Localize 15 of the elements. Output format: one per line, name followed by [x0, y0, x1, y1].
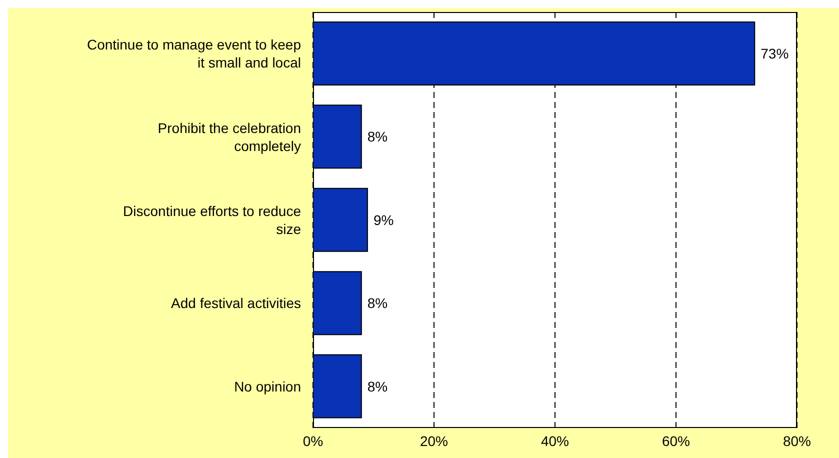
x-tick-label: 40%	[540, 432, 570, 449]
x-tick-label: 80%	[782, 432, 812, 449]
y-tick-label: Add festival activities	[171, 295, 301, 312]
y-tick-label: Discontinue efforts to reduce size	[123, 203, 302, 237]
data-label: 73%	[760, 45, 789, 62]
x-tick-label: 20%	[420, 432, 448, 449]
x-tick-label: 0%	[302, 432, 324, 449]
data-label: 9%	[373, 212, 394, 228]
data-label: 8%	[367, 295, 388, 312]
data-label: 8%	[367, 128, 388, 145]
data-label: 8%	[367, 378, 388, 394]
y-tick-label: Prohibit the celebration completely	[158, 120, 301, 154]
y-tick-label: Continue to manage event to keep it small and local	[86, 36, 302, 71]
y-tick-label: No opinion	[234, 378, 301, 394]
x-tick-label: 60%	[662, 432, 690, 449]
